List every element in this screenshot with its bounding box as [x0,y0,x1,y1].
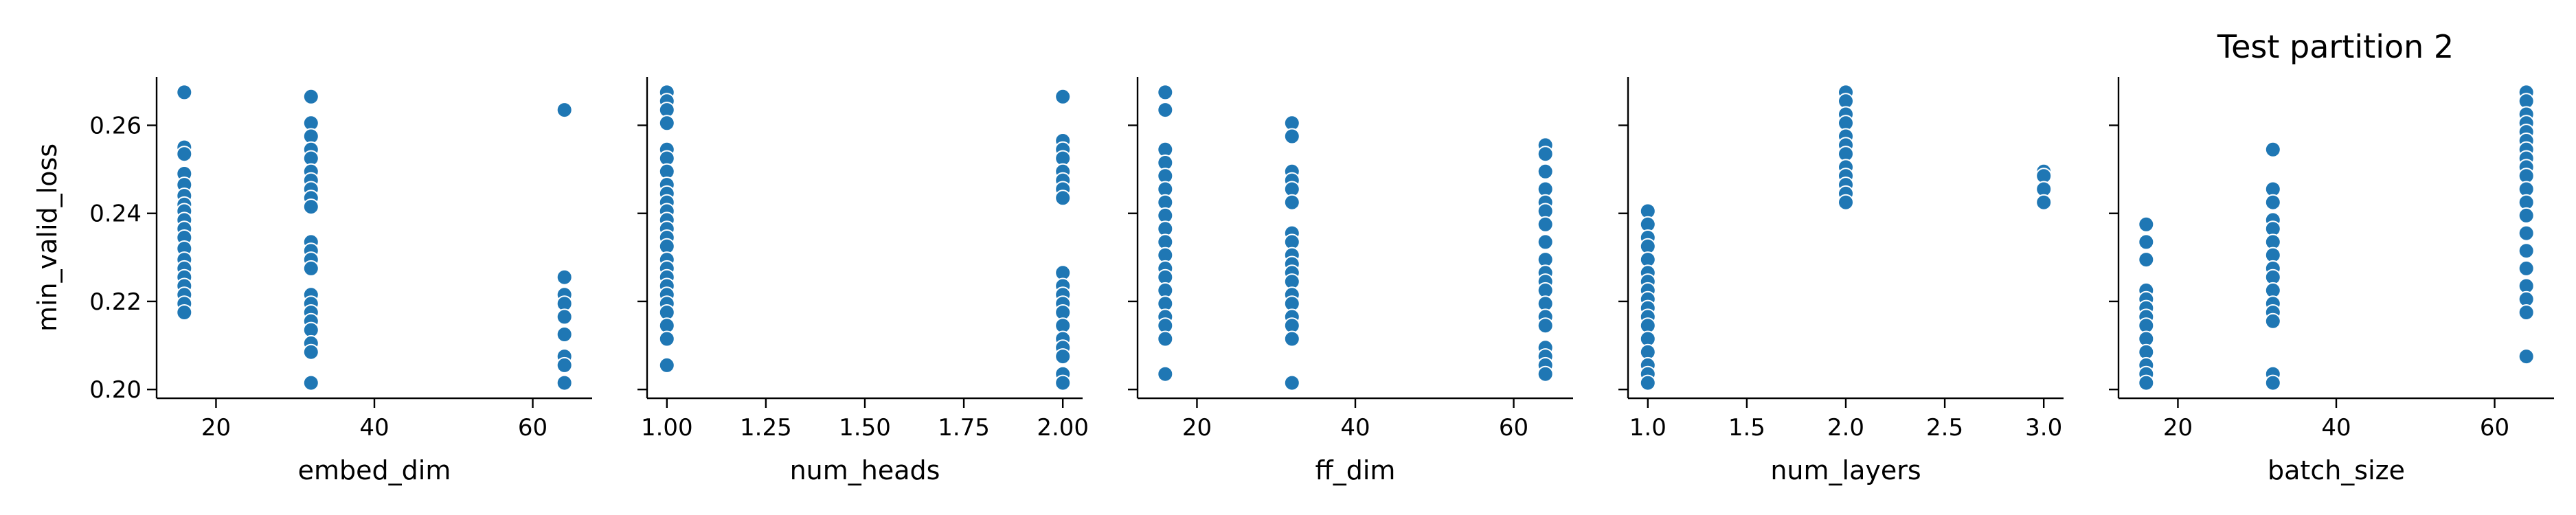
x-tick-label: 1.5 [1728,414,1765,442]
data-point [2264,194,2281,211]
panel-batch-size: 20 40 60 batch_size [2109,77,2554,485]
x-tick-label: 1.00 [641,414,693,442]
x-tick-label: 20 [201,414,231,442]
data-point [1537,216,1554,233]
x-tick-label: 60 [1499,414,1528,442]
data-point [302,374,319,391]
y-tick-label: 0.26 [89,113,142,140]
x-tick-label: 2.5 [1926,414,1963,442]
data-point [302,343,319,360]
x-tick-label: 2.0 [1827,414,1864,442]
data-point [658,115,675,132]
x-tick-label: 2.00 [1037,414,1089,442]
panel-num-layers: 1.0 1.5 2.0 2.5 3.0 num_layers [1618,77,2064,485]
scatter-points [2138,84,2535,391]
scatter-points [176,84,573,391]
x-tick-label: 40 [359,414,389,442]
x-tick-label: 1.50 [839,414,891,442]
x-tick-label: 20 [1182,414,1212,442]
data-point [658,356,675,374]
data-point [2518,304,2535,321]
data-point [1283,374,1300,391]
data-point [2264,374,2281,391]
data-point [1157,102,1174,119]
data-point [1838,194,1854,211]
y-tick-label: 0.22 [89,288,142,316]
data-point [2138,251,2155,268]
data-point [1054,88,1072,105]
x-axis-label: batch_size [2268,455,2405,485]
data-point [1283,330,1300,347]
data-point [658,330,675,347]
data-point [1054,374,1072,391]
data-point [302,198,319,216]
data-point [2518,242,2535,260]
x-axis-label: embed_dim [298,455,451,485]
data-point [1537,146,1554,163]
y-tick-label: 0.20 [89,376,142,404]
data-point [1054,190,1072,207]
data-point [1537,163,1554,180]
x-tick-label: 40 [1340,414,1370,442]
x-tick-label: 60 [518,414,547,442]
data-point [2518,260,2535,277]
x-tick-label: 1.25 [740,414,792,442]
y-axis-label: min_valid_loss [32,144,63,332]
data-point [1537,233,1554,251]
scatter-points [1639,84,2053,391]
scatter-points [1157,84,1554,391]
x-axis-label: ff_dim [1315,455,1396,485]
panel-num-heads: 1.00 1.25 1.50 1.75 2.00 num_heads [637,77,1089,485]
x-tick-label: 60 [2480,414,2509,442]
scatter-points [658,84,1072,391]
data-point [1283,128,1300,145]
data-point [556,102,573,119]
data-point [2264,312,2281,330]
x-tick-label: 40 [2321,414,2351,442]
x-axis-label: num_heads [790,455,940,485]
data-point [2035,194,2053,211]
data-point [556,268,573,286]
data-point [1639,374,1656,391]
data-point [2264,141,2281,158]
data-point [176,146,193,163]
data-point [302,88,319,105]
data-point [2138,233,2155,251]
data-point [1157,84,1174,101]
x-tick-label: 3.0 [2025,414,2062,442]
x-tick-label: 1.0 [1629,414,1667,442]
data-point [556,356,573,374]
panels: 20 40 60 0.20 0.22 0.24 0.26 embed_dim min_valid… [32,77,2554,485]
panel-embed-dim: 20 40 60 0.20 0.22 0.24 0.26 embed_dim min_valid… [32,77,592,485]
data-point [2138,216,2155,233]
panel-ff-dim: 20 40 60 ff_dim [1128,77,1573,485]
data-point [1157,330,1174,347]
data-point [1537,365,1554,382]
data-point [556,374,573,391]
data-point [2518,207,2535,224]
figure-title: Test partition 2 [2217,28,2454,65]
data-point [176,84,193,101]
y-tick-label: 0.24 [89,201,142,228]
data-point [302,260,319,277]
x-axis-label: num_layers [1770,455,1921,485]
data-point [1157,365,1174,382]
data-point [1283,194,1300,211]
data-point [2138,374,2155,391]
x-tick-label: 20 [2163,414,2193,442]
data-point [556,308,573,325]
data-point [176,304,193,321]
data-point [1537,317,1554,334]
data-point [1054,348,1072,365]
data-point [556,326,573,343]
data-point [2518,225,2535,242]
x-tick-label: 1.75 [938,414,990,442]
data-point [2518,348,2535,365]
